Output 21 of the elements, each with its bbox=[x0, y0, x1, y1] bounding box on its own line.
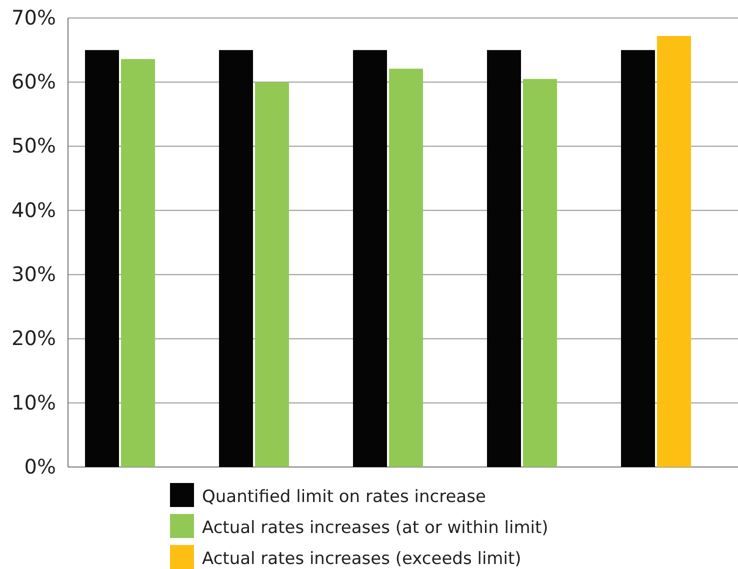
y-tick-label: 20% bbox=[12, 326, 56, 350]
y-tick-label: 50% bbox=[12, 134, 56, 158]
legend-label: Actual rates increases (exceeds limit) bbox=[202, 549, 522, 569]
bar bbox=[487, 50, 521, 467]
y-tick-label: 40% bbox=[12, 198, 56, 222]
bar bbox=[621, 50, 655, 467]
bar bbox=[353, 50, 387, 467]
bar bbox=[255, 82, 289, 467]
y-tick-label: 10% bbox=[12, 390, 56, 414]
bar bbox=[85, 50, 119, 467]
bar bbox=[523, 78, 557, 467]
legend-label: Quantified limit on rates increase bbox=[202, 487, 486, 507]
y-tick-label: 0% bbox=[24, 454, 56, 478]
bar bbox=[219, 50, 253, 467]
y-tick-label: 70% bbox=[12, 5, 56, 30]
bar bbox=[657, 36, 691, 467]
bar bbox=[389, 68, 423, 467]
bar bbox=[121, 59, 155, 467]
y-tick-label: 60% bbox=[12, 70, 56, 94]
legend-label: Actual rates increases (at or within limit) bbox=[202, 518, 548, 538]
y-tick-label: 30% bbox=[12, 262, 56, 286]
